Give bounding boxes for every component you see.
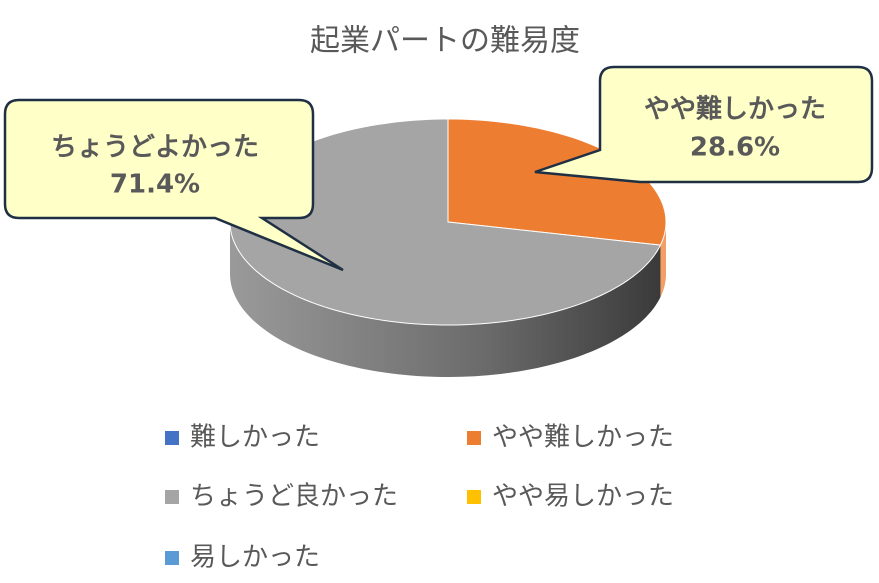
legend-label: 難しかった bbox=[190, 423, 320, 453]
legend-swatch bbox=[165, 490, 179, 504]
pie bbox=[229, 118, 667, 377]
pie-side bbox=[660, 222, 666, 298]
callout-label: やや難しかった bbox=[644, 95, 826, 125]
legend-swatch bbox=[467, 490, 481, 504]
legend-label: やや難しかった bbox=[492, 423, 674, 453]
data-label: 71.4% bbox=[110, 170, 200, 200]
callout-label: ちょうどよかった bbox=[51, 133, 259, 163]
callout-box bbox=[3, 98, 344, 272]
legend-swatch bbox=[467, 431, 481, 445]
chart-title: 起業パートの難易度 bbox=[310, 24, 580, 59]
pie-side bbox=[230, 222, 661, 377]
data-label: 28.6% bbox=[690, 133, 780, 163]
legend-label: 易しかった bbox=[190, 543, 320, 573]
legend-label: やや易しかった bbox=[492, 482, 674, 512]
legend-swatch bbox=[165, 551, 179, 565]
legend-label: ちょうど良かった bbox=[190, 482, 398, 512]
callout-box bbox=[534, 65, 874, 184]
legend-swatch bbox=[165, 431, 179, 445]
